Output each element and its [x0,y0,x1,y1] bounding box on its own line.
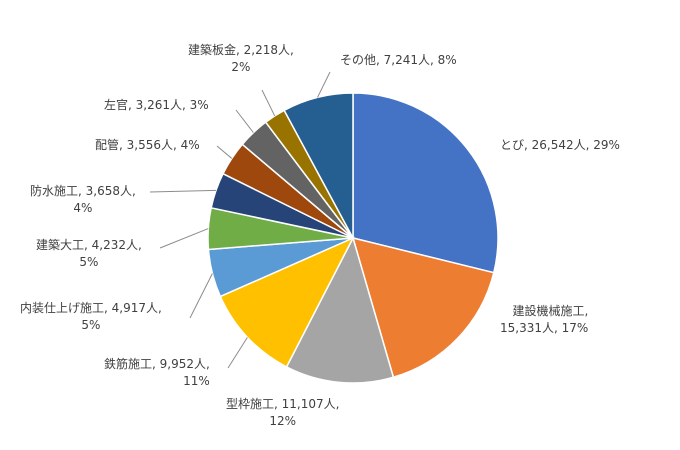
data-label-tekkin: 鉄筋施工, 9,952人, 11% [104,357,210,388]
leader-line-sakan [235,109,254,133]
data-label-sonota: その他, 7,241人, 8% [340,53,457,67]
data-label-kenchiku-daiku: 建築大工, 4,232人, 5% [36,238,142,269]
leader-line-sonota [317,71,331,98]
data-label-kenchiku-bankin: 建築板金, 2,218人, 2% [188,43,294,74]
data-label-kensetsu-kikai: 建設機械施工, 15,331人, 17% [500,304,589,335]
data-label-bosui: 防水施工, 3,658人, 4% [30,184,136,215]
leader-line-tekkin [227,337,248,369]
data-label-naiso: 内装仕上げ施工, 4,917人, 5% [20,301,162,332]
data-label-katawaku: 型枠施工, 11,107人, 12% [226,397,340,428]
pie-slice-kensetsu-kikai [351,236,495,379]
leader-line-naiso [189,273,213,319]
data-label-tobi: とび, 26,542人, 29% [500,138,620,152]
leader-line-kenchiku-daiku [159,228,209,249]
pie-slice-katawaku [285,235,395,384]
leader-line-haikan [216,145,233,159]
leader-line-kenchiku-bankin [261,89,276,117]
data-label-haikan: 配管, 3,556人, 4% [95,138,200,152]
data-label-sakan: 左官, 3,261人, 3% [104,98,209,112]
leader-line-bosui [149,189,217,193]
pie-slice-tobi [352,92,499,274]
